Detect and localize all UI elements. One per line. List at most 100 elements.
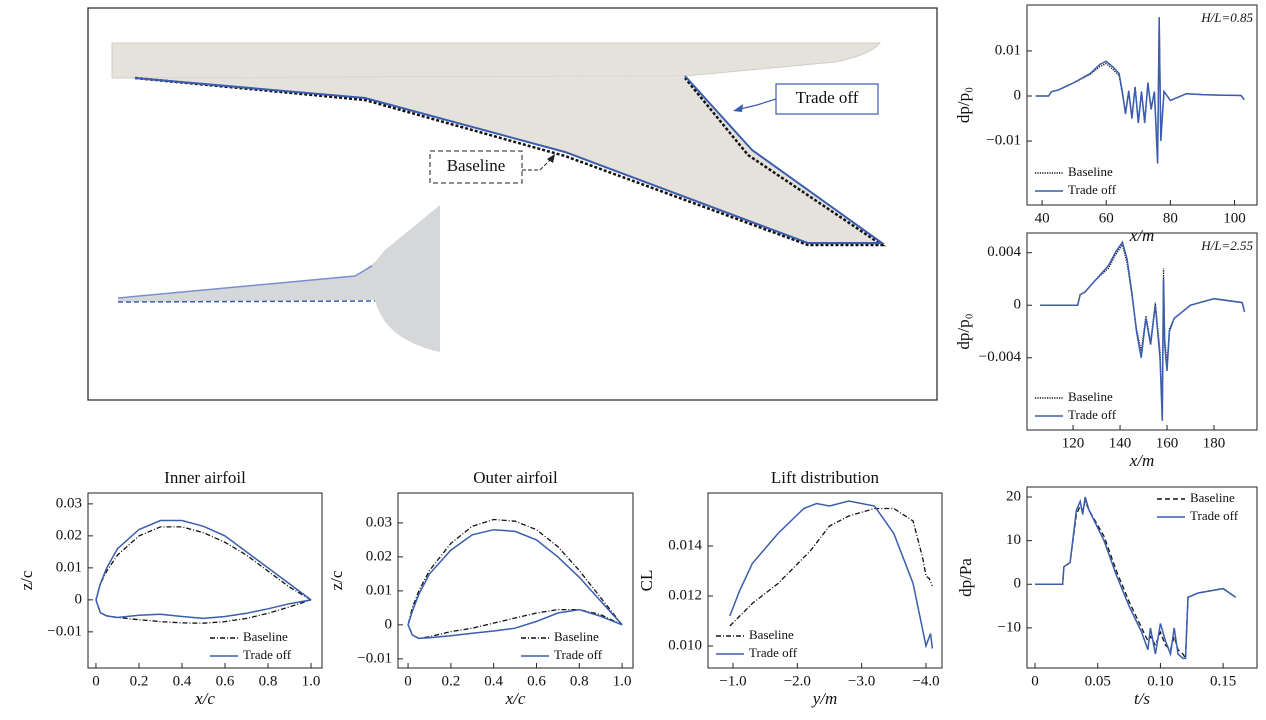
- x-tick-label: 0.6: [216, 673, 235, 689]
- chart-title: Inner airfoil: [164, 468, 246, 487]
- x-tick-label: 0.2: [130, 673, 149, 689]
- fuselage: [111, 42, 882, 79]
- plot-area: [407, 518, 623, 640]
- y-axis-label: z/c: [327, 570, 346, 590]
- x-tick-label: 0: [1031, 673, 1039, 689]
- data-line: [1040, 240, 1246, 421]
- y-axis-label: dp/p₀: [954, 87, 973, 123]
- wing: [135, 76, 882, 245]
- legend-label: Trade off: [749, 645, 798, 660]
- y-tick-label: 0.01: [56, 559, 82, 575]
- baseline-label: Baseline: [447, 156, 506, 175]
- x-axis-label: x/m: [1129, 226, 1155, 245]
- x-tick-label: 0: [92, 673, 100, 689]
- label-box: [775, 83, 879, 115]
- y-tick-label: 0.02: [366, 548, 392, 564]
- legend-label: Trade off: [1190, 508, 1239, 523]
- plot-area: [1035, 496, 1237, 661]
- arrowhead: [733, 104, 743, 112]
- trade-off-outline: [134, 75, 886, 244]
- data-line: [407, 528, 623, 640]
- x-axis-label: x/m: [1129, 451, 1155, 470]
- x-tick-label: 0.8: [570, 673, 589, 689]
- x-tick-label: 140: [1109, 435, 1132, 451]
- y-tick-label: 0.010: [668, 637, 702, 653]
- plot-area: [1035, 17, 1245, 164]
- arrowhead: [547, 154, 555, 163]
- plot-area: [95, 519, 312, 624]
- y-tick-label: 10: [1006, 532, 1021, 548]
- legend-label: Baseline: [243, 629, 288, 644]
- plot-frame: [1026, 486, 1258, 669]
- y-axis-label: z/c: [17, 570, 36, 590]
- label-box: [429, 150, 523, 184]
- y-tick-label: 0.01: [995, 42, 1021, 58]
- plot-frame: [397, 492, 634, 669]
- x-tick-label: −1.0: [719, 673, 746, 689]
- y-tick-label: −0.01: [986, 132, 1021, 148]
- y-tick-label: 0.02: [56, 527, 82, 543]
- data-line: [1035, 499, 1237, 661]
- chart-title: Lift distribution: [771, 468, 880, 487]
- baseline-outline: [134, 76, 887, 247]
- chart-title: Outer airfoil: [473, 468, 558, 487]
- trade-off-label: Trade off: [796, 88, 859, 107]
- y-tick-label: −10: [998, 619, 1021, 635]
- data-line: [729, 507, 933, 627]
- x-tick-label: 100: [1223, 210, 1246, 226]
- chart: −1.0 −2.0 −3.0 −4.0 0.014 0.012 0.010 y/m CL Lift…: [637, 468, 943, 708]
- legend-label: Trade off: [554, 647, 603, 662]
- data-line: [407, 518, 623, 640]
- x-tick-label: 1.0: [613, 673, 632, 689]
- y-tick-label: −0.004: [979, 349, 1022, 365]
- annotation: H/L=2.55: [1200, 238, 1253, 253]
- x-tick-label: 0.4: [173, 673, 192, 689]
- y-tick-label: 0.01: [366, 582, 392, 598]
- x-axis-label: x/c: [194, 689, 215, 708]
- y-tick-label: 0.014: [668, 537, 702, 553]
- x-axis-label: t/s: [1134, 689, 1150, 708]
- legend-label: Trade off: [1068, 182, 1117, 197]
- legend-label: Baseline: [1068, 164, 1113, 179]
- x-tick-label: 0.10: [1147, 673, 1173, 689]
- x-tick-label: 160: [1156, 435, 1179, 451]
- legend-label: Trade off: [1068, 407, 1117, 422]
- annotation: H/L=0.85: [1200, 10, 1253, 25]
- x-tick-label: 60: [1099, 210, 1114, 226]
- x-axis-label: x/c: [505, 689, 526, 708]
- y-tick-label: 0: [1014, 576, 1022, 592]
- x-tick-label: 0: [404, 673, 412, 689]
- side-baseline: [117, 300, 376, 303]
- x-tick-label: 0.8: [259, 673, 278, 689]
- y-tick-label: 0: [1014, 87, 1022, 103]
- x-tick-label: 0.2: [441, 673, 460, 689]
- y-tick-label: 20: [1006, 488, 1021, 504]
- plot-frame: [707, 492, 943, 669]
- y-tick-label: 0.03: [366, 514, 392, 530]
- x-tick-label: 0.6: [527, 673, 546, 689]
- y-tick-label: 0.03: [56, 495, 82, 511]
- x-tick-label: 0.05: [1085, 673, 1111, 689]
- planform-panel: Trade off Baseline: [87, 7, 938, 401]
- y-tick-label: 0: [75, 591, 83, 607]
- pointer: [522, 157, 553, 171]
- plot-frame: [87, 492, 323, 669]
- y-tick-label: −0.01: [47, 623, 82, 639]
- data-line: [1035, 496, 1237, 660]
- x-tick-label: −4.0: [912, 673, 939, 689]
- y-axis-label: dp/Pa: [956, 558, 975, 597]
- y-tick-label: 0: [385, 616, 393, 632]
- chart: 0 0.2 0.4 0.6 0.8 1.0 0.03 0.02 0.01 0 −0.01 x/c z/c…: [327, 468, 634, 708]
- y-tick-label: −0.01: [357, 650, 392, 666]
- y-tick-label: 0.004: [987, 244, 1021, 260]
- x-tick-label: 80: [1163, 210, 1178, 226]
- x-axis-label: y/m: [811, 689, 838, 708]
- x-tick-label: 40: [1035, 210, 1050, 226]
- chart: 0 0.2 0.4 0.6 0.8 1.0 0.03 0.02 0.01 0 −0.01 x/c z/c…: [17, 468, 323, 708]
- legend-label: Baseline: [749, 627, 794, 642]
- plot-frame: [1026, 4, 1258, 206]
- legend-label: Trade off: [243, 647, 292, 662]
- x-tick-label: 120: [1062, 435, 1085, 451]
